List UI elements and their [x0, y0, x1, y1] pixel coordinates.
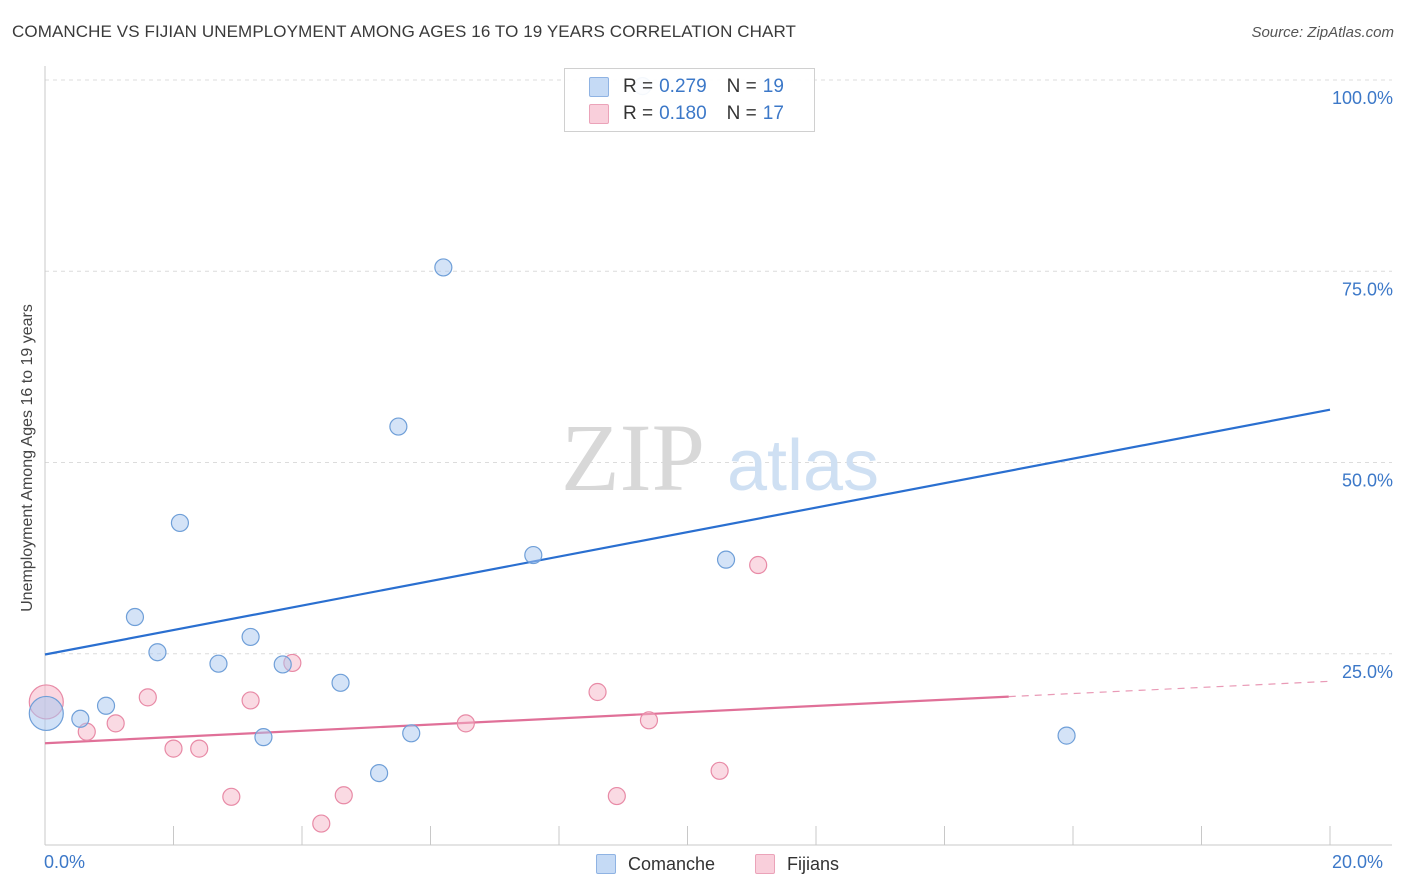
chart-title: COMANCHE VS FIJIAN UNEMPLOYMENT AMONG AG…	[12, 22, 797, 41]
axes: 100.0% 75.0% 50.0% 25.0%	[44, 66, 1393, 846]
fijians-point	[164, 739, 183, 758]
comanche-point	[389, 417, 408, 436]
comanche-point	[241, 627, 260, 647]
fijians-point	[312, 814, 331, 833]
fijians-trend-extension	[1008, 680, 1331, 698]
r-label: R =	[623, 103, 654, 124]
y-tick-label: 50.0%	[1342, 471, 1393, 491]
x-min-label: 0.0%	[44, 852, 86, 872]
comanche-point	[71, 709, 90, 728]
y-tick-label: 100.0%	[1332, 88, 1393, 108]
legend-row-comanche: R = 0.279 N = 19	[589, 75, 784, 99]
r-value: 0.180	[659, 103, 707, 124]
y-tick-label: 75.0%	[1342, 279, 1393, 299]
n-label: N =	[726, 76, 757, 97]
y-tick-label: 25.0%	[1342, 662, 1393, 682]
comanche-point	[434, 258, 453, 277]
fijians-point	[456, 714, 475, 733]
fijians-point	[710, 761, 729, 780]
bottom-legend-comanche: Comanche	[596, 852, 715, 876]
comanche-point	[170, 513, 190, 533]
comanche-point	[125, 607, 145, 627]
gridlines	[45, 79, 1392, 655]
fijians-point	[334, 786, 353, 805]
r-label: R =	[623, 76, 654, 97]
comanche-point	[273, 655, 292, 674]
comanche-point	[96, 696, 116, 715]
fijians-swatch	[589, 104, 609, 124]
n-value: 17	[762, 103, 784, 124]
bottom-legend-fijians: Fijians	[755, 852, 839, 876]
fijians-legend-label: Fijians	[787, 853, 840, 874]
watermark-zip: ZIP	[561, 404, 705, 511]
comanche-point	[254, 728, 273, 747]
x-max-label: 20.0%	[1332, 852, 1384, 872]
fijians-legend-swatch	[755, 854, 775, 874]
comanche-point	[524, 545, 543, 565]
fijians-point	[222, 787, 241, 806]
fijians-point	[607, 786, 626, 806]
fijians-point	[106, 714, 125, 733]
legend-row-fijians: R = 0.180 N = 17	[589, 102, 784, 126]
fijians-point	[241, 691, 260, 710]
comanche-point	[716, 550, 736, 569]
comanche-point	[28, 695, 64, 732]
n-value: 19	[762, 76, 784, 97]
fijians-point	[588, 682, 607, 702]
comanche-swatch	[589, 77, 609, 97]
comanche-point	[402, 724, 421, 743]
n-label: N =	[726, 103, 757, 124]
comanche-point	[370, 763, 389, 783]
fijians-point	[138, 688, 157, 707]
fijians-point	[749, 555, 768, 575]
watermark-atlas: atlas	[727, 426, 879, 506]
source-credit: Source: ZipAtlas.com	[1251, 24, 1394, 41]
fijians-trend-line	[44, 695, 1009, 745]
comanche-point	[331, 673, 350, 692]
fijians-point	[190, 739, 209, 758]
trend-lines	[44, 408, 1331, 745]
comanche-point	[1057, 726, 1076, 745]
comanche-trend-line	[44, 408, 1331, 656]
comanche-legend-label: Comanche	[628, 853, 716, 874]
watermark: ZIP atlas	[561, 404, 879, 511]
comanche-point	[209, 654, 228, 673]
fijians-point	[639, 711, 659, 730]
comanche-legend-swatch	[596, 854, 616, 874]
comanche-point	[148, 643, 167, 662]
r-value: 0.279	[659, 76, 707, 97]
correlation-legend: R = 0.279 N = 19 R = 0.180 N = 17	[564, 68, 815, 132]
